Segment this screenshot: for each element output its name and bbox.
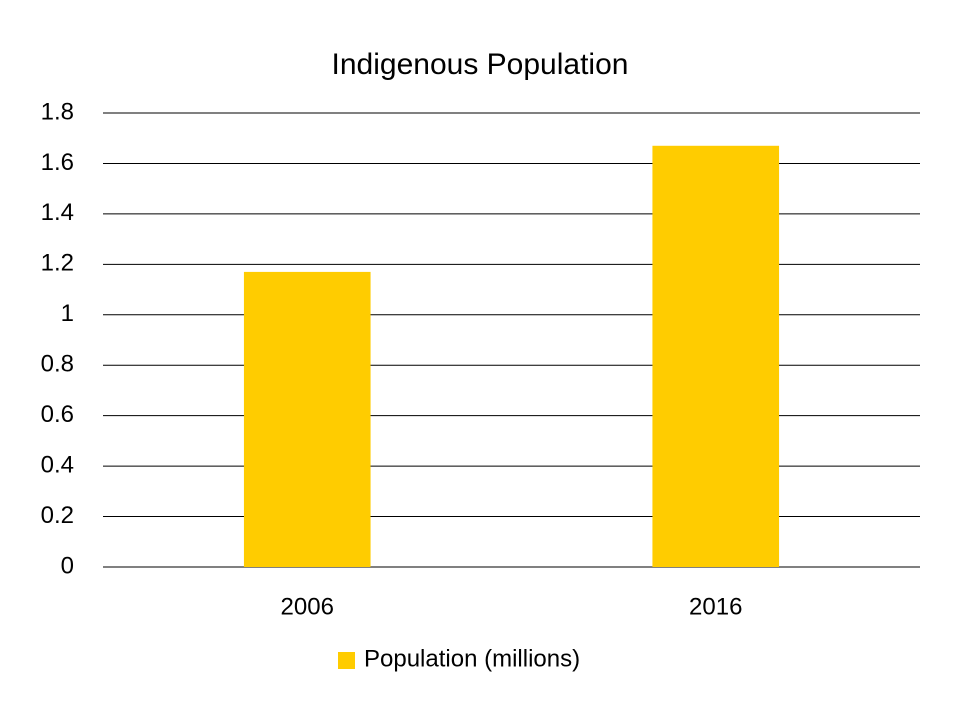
y-tick-label: 1.2 xyxy=(41,250,74,277)
legend-item: Population (millions) xyxy=(338,645,580,672)
y-tick-label: 1.8 xyxy=(41,98,74,125)
y-tick-label: 0.8 xyxy=(41,351,74,378)
y-tick-label: 0.4 xyxy=(41,451,74,478)
legend-swatch xyxy=(338,652,355,669)
x-tick-label: 2016 xyxy=(689,593,742,620)
y-tick-label: 0.6 xyxy=(41,401,74,428)
y-tick-label: 0.2 xyxy=(41,502,74,529)
x-tick-label: 2006 xyxy=(281,593,334,620)
chart-title: Indigenous Population xyxy=(332,48,629,81)
bar xyxy=(243,271,371,567)
legend-label: Population (millions) xyxy=(364,645,580,672)
y-tick-label: 1.4 xyxy=(41,199,74,226)
y-tick-label: 0 xyxy=(61,552,74,579)
y-tick-label: 1.6 xyxy=(41,149,74,176)
bar xyxy=(652,145,780,568)
y-tick-label: 1 xyxy=(61,300,74,327)
